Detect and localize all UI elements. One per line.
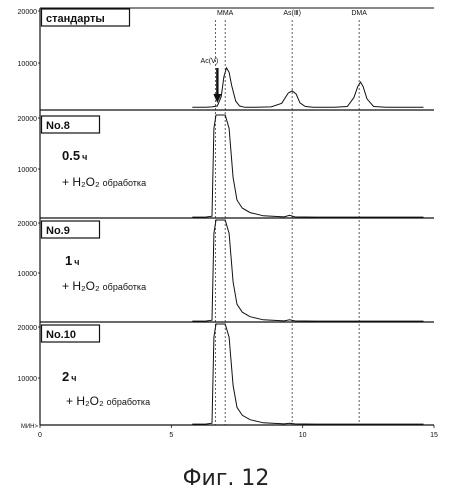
chart-panels: 2000010000стандартыАс(Ⅴ)MMAAs(Ⅲ)DMA20000… <box>18 9 434 425</box>
reference-lines <box>215 20 359 425</box>
y-tick-label: 20000 <box>18 116 38 123</box>
panel-label: No.8 <box>46 120 70 132</box>
x-axis-label: МИН> <box>21 424 39 430</box>
peak-annotation: MMA <box>217 10 234 17</box>
treatment-label: + H₂O₂обработка <box>66 394 150 408</box>
trace-line <box>192 68 423 107</box>
trace-line <box>192 324 423 424</box>
time-unit: ч <box>82 152 87 162</box>
time-label: 2ч <box>62 369 76 384</box>
time-label: 1ч <box>65 253 79 268</box>
treatment-word: обработка <box>103 282 146 292</box>
y-tick-label: 10000 <box>18 61 38 68</box>
panel-1: 20000 10000 стандарты Ас(Ⅴ) MMA As(Ⅲ) DMA <box>18 9 434 110</box>
plot-frame <box>40 8 434 425</box>
x-tick-label: 0 <box>38 432 42 439</box>
panel-2: 20000 10000 No.8 0.5ч + H₂O₂обработка <box>18 115 434 218</box>
time-unit: ч <box>74 257 79 267</box>
trace-line <box>192 220 423 321</box>
x-tick-label: 10 <box>299 432 307 439</box>
time-label: 0.5ч <box>62 148 87 163</box>
panel-3: 20000 10000 No.9 1ч + H₂O₂обработка <box>18 220 434 322</box>
figure-caption: Фиг. 12 <box>0 466 452 491</box>
y-tick-label: 20000 <box>18 325 38 332</box>
peak-annotation: As(Ⅲ) <box>283 10 301 17</box>
trace-line <box>192 115 423 217</box>
y-tick-label: 20000 <box>18 221 38 228</box>
peak-annotation: Ас(Ⅴ) <box>201 58 219 65</box>
x-tick-label: 15 <box>430 432 438 439</box>
treatment-reagent: + H₂O₂ <box>62 279 100 293</box>
y-tick-label: 10000 <box>18 376 38 383</box>
panel-label: No.9 <box>46 225 70 237</box>
time-value: 0.5 <box>62 148 80 163</box>
y-tick-label: 10000 <box>18 167 38 174</box>
treatment-reagent: + H₂O₂ <box>66 394 104 408</box>
panel-label: стандарты <box>46 13 105 25</box>
peak-annotation: DMA <box>351 10 367 17</box>
x-axis: 0 5 10 15 МИН> <box>21 424 438 439</box>
treatment-reagent: + H₂O₂ <box>62 175 100 189</box>
time-value: 1 <box>65 253 72 268</box>
x-tick-label: 5 <box>169 432 173 439</box>
y-tick-label: 10000 <box>18 271 38 278</box>
time-value: 2 <box>62 369 69 384</box>
y-tick-label: 20000 <box>18 9 38 16</box>
time-unit: ч <box>71 373 76 383</box>
treatment-label: + H₂O₂обработка <box>62 279 146 293</box>
treatment-word: обработка <box>107 397 150 407</box>
treatment-label: + H₂O₂обработка <box>62 175 146 189</box>
panel-label: No.10 <box>46 329 76 341</box>
panel-4: 20000 10000 No.10 2ч + H₂O₂обработка <box>18 324 434 425</box>
treatment-word: обработка <box>103 178 146 188</box>
